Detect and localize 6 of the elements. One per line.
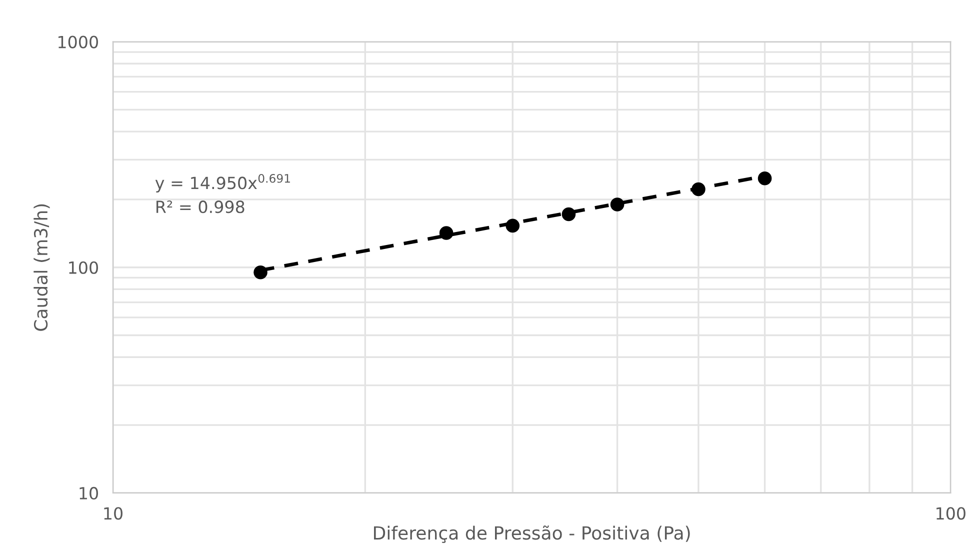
y-tick-label: 1000 — [58, 36, 98, 48]
x-axis-title: Diferença de Pressão - Positiva (Pa) — [374, 525, 690, 543]
y-axis-title: Caudal (m3/h) — [34, 204, 50, 331]
y-tick-label: 10 — [80, 486, 98, 500]
y-tick-label: 100 — [69, 261, 98, 274]
text: y = 14.950x$^{0.691}$ R² = 0.998 — [155, 174, 290, 214]
